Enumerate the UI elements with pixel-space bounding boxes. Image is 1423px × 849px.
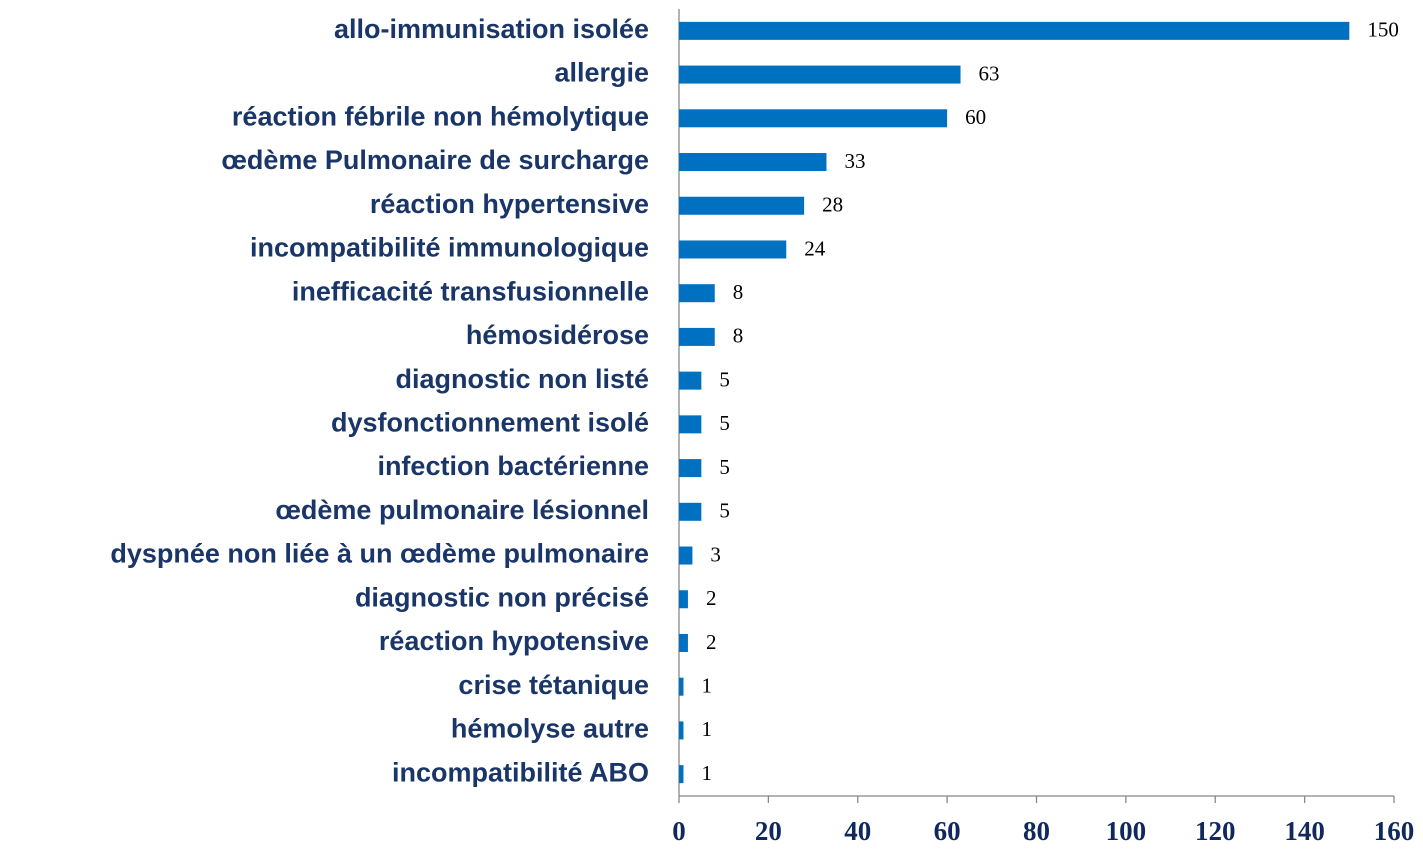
category-label: diagnostic non précisé: [355, 582, 649, 612]
bar: [679, 240, 787, 259]
category-label: dyspnée non liée à un œdème pulmonaire: [110, 539, 649, 569]
category-label: dysfonctionnement isolé: [331, 407, 649, 437]
bar: [679, 677, 684, 696]
bar: [679, 153, 827, 172]
category-label: infection bactérienne: [377, 451, 649, 481]
category-label: incompatibilité ABO: [392, 757, 649, 787]
x-tick-label: 160: [1374, 816, 1415, 846]
data-label: 5: [719, 455, 730, 479]
data-label: 2: [706, 586, 717, 610]
x-tick-label: 140: [1284, 816, 1325, 846]
bar: [679, 721, 684, 740]
data-label: 5: [719, 499, 730, 523]
category-label: diagnostic non listé: [395, 364, 649, 394]
x-tick-label: 80: [1023, 816, 1050, 846]
data-label: 63: [979, 61, 1000, 85]
category-label: réaction hypotensive: [379, 626, 649, 656]
data-label: 24: [804, 236, 826, 260]
data-label: 33: [844, 149, 865, 173]
bar: [679, 633, 688, 652]
x-tick-label: 0: [672, 816, 686, 846]
category-label: œdème Pulmonaire de surcharge: [221, 145, 649, 175]
category-label: œdème pulmonaire lésionnel: [275, 495, 649, 525]
bar: [679, 327, 715, 346]
data-label: 3: [710, 542, 721, 566]
data-label: 5: [719, 411, 730, 435]
category-label: hémosidérose: [466, 320, 649, 350]
bar: [679, 21, 1350, 40]
data-label: 5: [719, 367, 730, 391]
data-label: 28: [822, 193, 843, 217]
category-label: réaction fébrile non hémolytique: [232, 101, 649, 131]
bar: [679, 415, 702, 434]
bar: [679, 196, 805, 215]
data-label: 60: [965, 105, 986, 129]
data-label: 150: [1367, 18, 1399, 42]
data-label: 1: [701, 717, 712, 741]
data-label: 1: [701, 761, 712, 785]
bar: [679, 371, 702, 390]
bar: [679, 590, 688, 609]
x-tick-label: 60: [934, 816, 961, 846]
bar: [679, 765, 684, 784]
bar: [679, 546, 693, 565]
data-label: 1: [701, 674, 712, 698]
category-label: incompatibilité immunologique: [250, 233, 649, 263]
bar: [679, 502, 702, 521]
data-label: 2: [706, 630, 717, 654]
bar: [679, 109, 948, 128]
category-label: crise tétanique: [458, 670, 649, 700]
bar: [679, 284, 715, 303]
bar: [679, 459, 702, 478]
category-label: inefficacité transfusionnelle: [292, 276, 649, 306]
data-label: 8: [733, 324, 744, 348]
category-label: hémolyse autre: [451, 714, 649, 744]
x-tick-label: 40: [844, 816, 871, 846]
x-tick-label: 100: [1106, 816, 1147, 846]
data-label: 8: [733, 280, 744, 304]
category-label: allo-immunisation isolée: [334, 14, 649, 44]
x-tick-label: 120: [1195, 816, 1236, 846]
category-label: allergie: [554, 58, 649, 88]
category-label: réaction hypertensive: [370, 189, 649, 219]
x-tick-label: 20: [755, 816, 782, 846]
bar: [679, 65, 961, 84]
